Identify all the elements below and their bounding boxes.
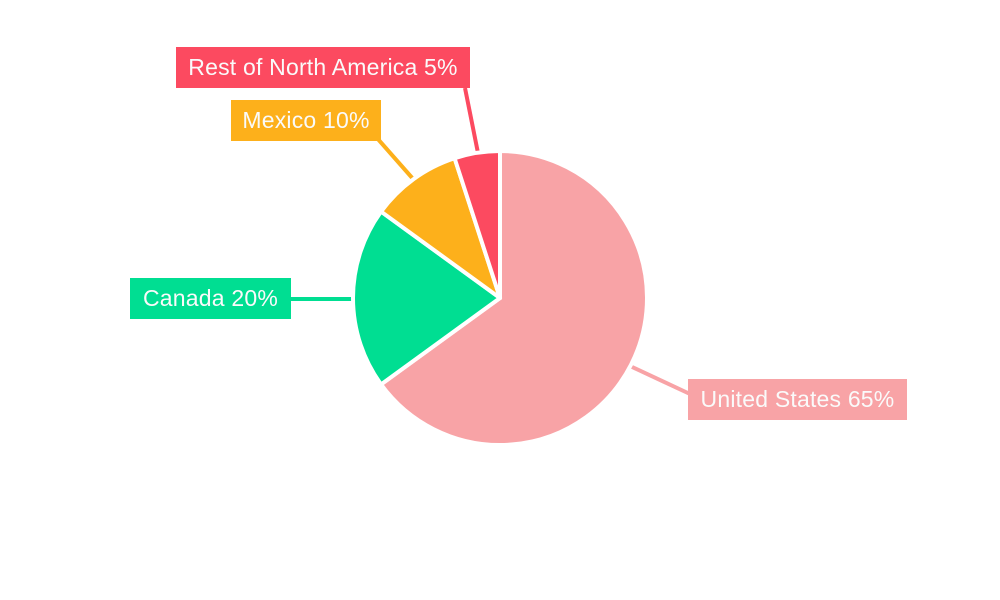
pie-slice-canada[interactable] (351, 209, 502, 387)
pie-label-text: Mexico 10% (242, 107, 370, 133)
pie-slices (351, 149, 649, 447)
pie-label-rest-of-north-america: Rest of North America 5% (176, 47, 470, 88)
pie-slice-united-states[interactable] (379, 149, 649, 447)
pie-slice-rest-of-north-america[interactable] (452, 149, 502, 300)
pie-label-united-states: United States 65% (688, 379, 907, 420)
pie-label-text: United States 65% (700, 386, 895, 412)
leader-line-united-states (629, 364, 691, 396)
pie-label-mexico: Mexico 10% (231, 100, 381, 141)
pie-label-text: Rest of North America 5% (188, 54, 458, 80)
pie-slice-mexico[interactable] (379, 156, 502, 300)
leader-line-rest-of-north-america (463, 87, 480, 154)
leader-line-mexico (375, 136, 416, 182)
pie-label-text: Canada 20% (143, 285, 278, 311)
leader-lines (291, 87, 691, 396)
pie-label-canada: Canada 20% (130, 278, 291, 319)
